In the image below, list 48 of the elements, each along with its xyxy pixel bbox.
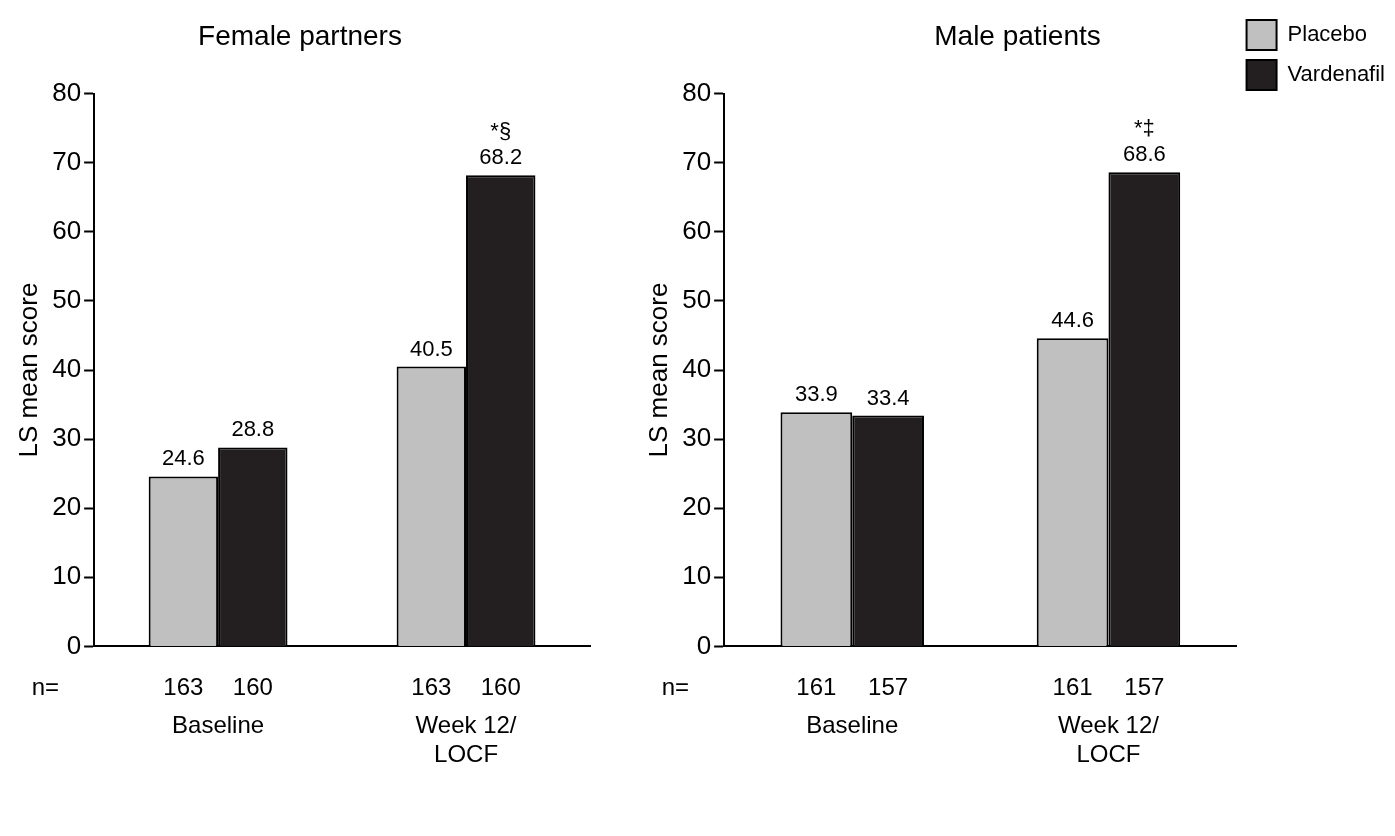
data-label: 40.5	[409, 335, 453, 361]
data-label: 28.8	[231, 416, 275, 442]
text: 163	[411, 673, 452, 701]
y-axis-title: LS mean score	[642, 282, 673, 458]
y-axis-title: LS mean score	[12, 282, 43, 458]
data-label: 33.9	[794, 381, 838, 407]
y-tick-label: 0	[66, 629, 82, 660]
text: 160	[232, 673, 273, 701]
annotation: *‡	[1133, 115, 1155, 141]
y-tick-label: 20	[682, 491, 712, 522]
text: 163	[163, 673, 204, 701]
data-label: 68.6	[1122, 141, 1166, 167]
y-tick-label: 10	[52, 560, 82, 591]
data-label: 68.2	[479, 144, 523, 170]
annotation: *§	[490, 118, 512, 144]
text: 161	[796, 673, 837, 701]
y-tick-label: 60	[682, 214, 712, 245]
text: 157	[1124, 673, 1165, 701]
y-tick-label: 60	[52, 214, 82, 245]
chart-title: Female partners	[198, 19, 402, 51]
x-tick-label: Week 12/ LOCF	[415, 711, 517, 768]
y-tick-label: 30	[52, 422, 82, 453]
y-tick-label: 10	[682, 560, 712, 591]
legend-label: Placebo	[1287, 21, 1368, 47]
y-tick-label: 80	[682, 76, 712, 107]
y-tick-label: 50	[682, 284, 712, 315]
y-tick-label: 80	[52, 76, 82, 107]
y-tick-label: 20	[52, 491, 82, 522]
x-tick-label: Baseline	[172, 711, 265, 739]
y-tick-label: 70	[682, 145, 712, 176]
x-tick-label: Week 12/ LOCF	[1057, 711, 1160, 768]
y-tick-label: 0	[696, 629, 712, 660]
data-label: 24.6	[161, 445, 205, 471]
y-tick-label: 30	[682, 422, 712, 453]
y-tick-label: 70	[52, 145, 82, 176]
text: n=	[661, 673, 690, 701]
x-tick-label: Baseline	[806, 711, 899, 739]
legend-label: Vardenafil	[1287, 61, 1386, 87]
y-tick-label: 40	[52, 353, 82, 384]
y-tick-label: 50	[52, 284, 82, 315]
data-label: 33.4	[866, 384, 910, 410]
y-tick-label: 40	[682, 353, 712, 384]
text: 161	[1052, 673, 1093, 701]
chart-title: Male patients	[934, 19, 1101, 51]
text: 157	[868, 673, 909, 701]
data-label: 44.6	[1051, 307, 1094, 333]
text: n=	[31, 673, 60, 701]
text: 160	[480, 673, 521, 701]
